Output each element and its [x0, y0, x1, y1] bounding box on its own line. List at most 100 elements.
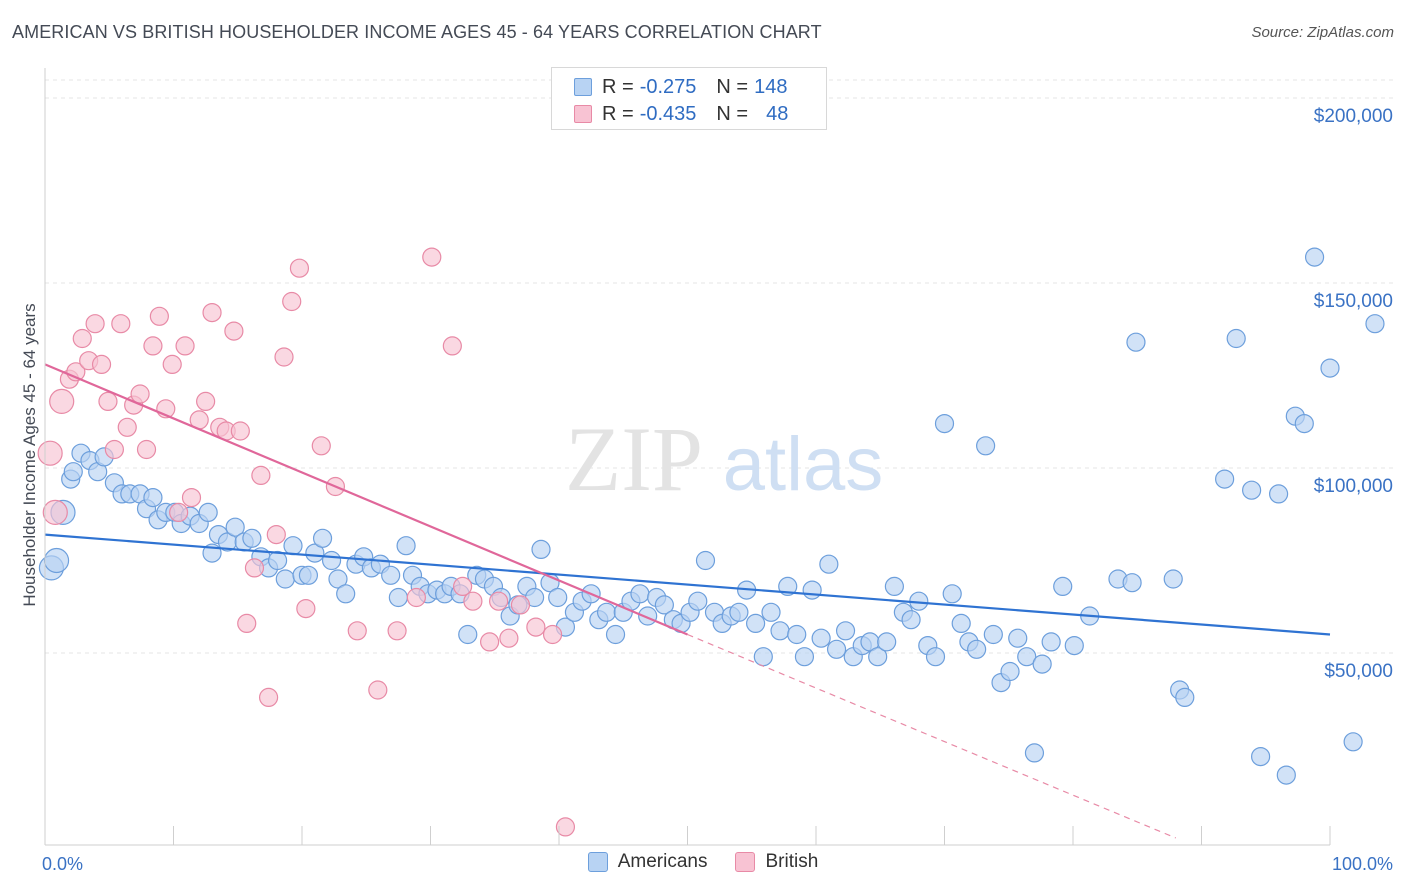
british-point: [422, 247, 442, 267]
british-point: [387, 621, 407, 641]
americans-point: [819, 554, 839, 574]
british-point: [274, 347, 294, 367]
watermark: ZIP atlas: [565, 408, 883, 510]
americans-point: [1304, 247, 1325, 267]
british-point: [91, 354, 112, 374]
british-point: [181, 488, 202, 508]
americans-point: [1320, 358, 1340, 378]
british-point: [237, 613, 257, 634]
americans-point: [868, 647, 888, 667]
americans-point: [305, 543, 325, 563]
british-point: [130, 384, 150, 404]
americans-point: [753, 647, 773, 667]
americans-point: [63, 462, 83, 482]
british-point: [251, 465, 271, 485]
americans-point: [934, 414, 955, 434]
british-point: [143, 336, 163, 356]
british-point: [230, 421, 250, 441]
americans-point: [942, 584, 962, 604]
americans-point: [877, 632, 897, 652]
americans-point: [1268, 484, 1289, 504]
americans-point: [275, 569, 295, 589]
british-point: [175, 336, 195, 356]
americans-point: [1343, 732, 1363, 752]
americans-point: [951, 613, 971, 634]
legend-label-americans: Americans: [617, 851, 708, 872]
british-point: [480, 632, 500, 652]
americans-trend-line: [44, 533, 1331, 636]
legend-n-label: N =: [716, 102, 749, 125]
americans-point: [794, 647, 815, 667]
british-point: [510, 595, 531, 615]
americans-point: [596, 602, 617, 622]
americans-point: [976, 436, 996, 456]
americans-point: [695, 550, 716, 571]
british-point: [368, 680, 388, 700]
americans-point: [811, 628, 831, 648]
british-point: [489, 591, 509, 611]
trend-lines: [44, 363, 1331, 839]
legend-r-value: -0.275: [639, 75, 697, 98]
americans-point: [1163, 569, 1183, 589]
legend-swatch-british: [735, 852, 756, 872]
americans-point: [312, 528, 333, 548]
british-point: [296, 598, 316, 619]
americans-point: [1251, 746, 1271, 767]
americans-point: [1126, 332, 1146, 352]
british-point: [347, 621, 367, 641]
stats-legend: R = -0.275 N = 148 R = -0.435 N = 48: [551, 67, 827, 130]
british-point: [98, 391, 118, 411]
british-point: [169, 502, 189, 523]
british-trend-line: [44, 363, 688, 636]
x-tick-label-max: 100.0%: [1332, 854, 1393, 874]
americans-point: [1024, 743, 1045, 763]
source-label: Source: ZipAtlas.com: [1251, 24, 1394, 41]
y-tick-label: $150,000: [1314, 291, 1393, 312]
americans-point: [1041, 632, 1061, 652]
americans-point: [1000, 661, 1020, 682]
americans-point: [531, 539, 551, 560]
americans-point: [143, 488, 163, 508]
americans-point: [654, 595, 674, 615]
british-point: [244, 558, 265, 578]
americans-point: [1276, 765, 1296, 785]
british-point: [442, 336, 462, 356]
americans-point: [967, 639, 987, 659]
americans-point: [225, 517, 245, 537]
americans-point: [787, 624, 807, 645]
americans-point: [388, 587, 408, 608]
british-points: [37, 247, 576, 837]
americans-point: [901, 610, 921, 630]
americans-point: [1008, 628, 1028, 648]
americans-point: [770, 621, 790, 641]
british-point: [111, 314, 131, 334]
british-point: [104, 439, 124, 460]
british-point: [453, 576, 473, 597]
british-point: [311, 436, 331, 456]
americans-point: [321, 550, 342, 571]
british-point: [49, 388, 75, 414]
americans-point: [458, 624, 478, 645]
legend-r-value: -0.435: [639, 102, 697, 125]
americans-point: [1215, 469, 1235, 489]
americans-point: [688, 591, 708, 611]
legend-swatch-americans: [587, 852, 608, 872]
americans-point: [43, 547, 70, 574]
legend-item-americans: Americans: [587, 851, 708, 873]
british-point: [149, 306, 169, 326]
british-point: [258, 687, 279, 708]
series-legend: Americans British: [0, 851, 1406, 873]
americans-point: [381, 565, 401, 585]
americans-point: [1226, 328, 1246, 349]
watermark-zip: ZIP: [565, 408, 703, 510]
americans-point: [1017, 647, 1037, 667]
legend-row-british: R = -0.435 N = 48: [574, 101, 788, 127]
british-point: [72, 328, 92, 349]
british-point: [224, 321, 244, 341]
y-tick-label: $100,000: [1314, 476, 1393, 497]
americans-point: [802, 580, 822, 600]
americans-point: [630, 584, 650, 604]
americans-point: [983, 624, 1003, 645]
americans-point: [925, 647, 946, 667]
british-point: [499, 628, 519, 648]
